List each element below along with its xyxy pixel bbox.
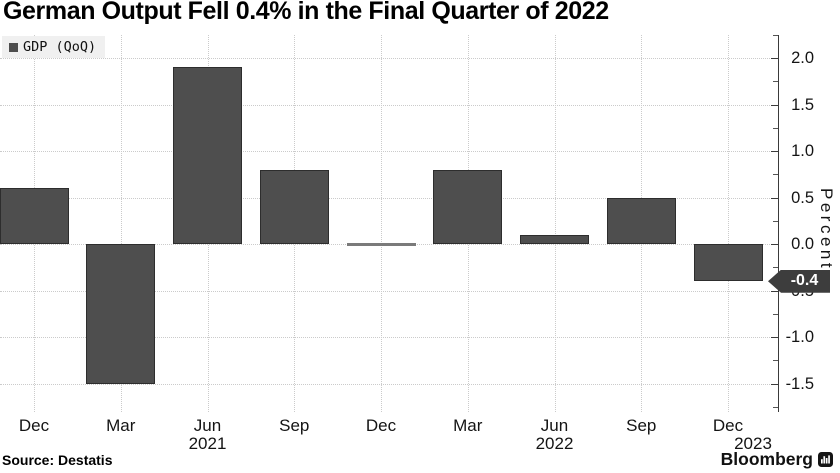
x-axis-label: Jun [540,416,569,435]
dark-square-icon [9,42,18,52]
bar-jun-2 [173,67,242,244]
x-axis-label: Mar [453,416,483,435]
x-axis-year-label: 2021 [188,434,227,453]
y-axis-minor-tick [773,174,778,176]
y-axis-tick [771,244,778,245]
bar-chart-canvas: 2.01.51.00.50.0-0.5-1.0-1.5 [0,35,840,412]
x-axis-label: Sep [626,416,657,435]
bar-jun-6 [520,234,589,244]
horizontal-gridline [0,104,778,106]
y-axis-minor-tick [773,313,778,315]
x-axis-label: Dec [18,416,50,435]
vertical-gridline [381,35,382,412]
horizontal-gridline [0,290,778,292]
bar-dec-0 [0,188,69,244]
y-axis-tick-label: 2.0 [791,49,814,67]
bar-sep-3 [259,169,329,244]
bar-sep-7 [606,197,676,244]
y-axis-tick-label: 0.5 [791,188,814,207]
y-axis-minor-tick [773,127,778,129]
brand-name: Bloomberg [720,449,813,469]
y-axis-tick-label: -1.5 [785,374,814,393]
y-axis-minor-tick [773,81,778,83]
callout-label: -0.4 [790,272,819,290]
x-axis-year-label: 2022 [535,434,574,453]
brand: Bloomberg [721,449,833,470]
y-axis-tick [771,337,778,338]
horizontal-gridline [0,383,778,385]
legend-label: GDP (QoQ) [23,39,97,55]
chart-title: German Output Fell 0.4% in the Final Qua… [3,0,609,25]
y-axis-tick-label: 1.5 [791,95,814,114]
y-axis-minor-tick [773,406,778,408]
x-axis-label: Dec [712,416,744,435]
horizontal-gridline [0,58,778,59]
y-axis-tick [771,151,778,152]
y-axis-tick [771,383,778,385]
vertical-gridline [120,35,122,412]
horizontal-gridline [0,197,778,199]
y-axis-minor-tick [773,267,778,269]
y-axis-line [778,35,779,412]
vertical-gridline [728,35,729,412]
x-axis-label: Dec [365,416,397,435]
y-axis-minor-tick [773,35,778,36]
bar-mar-5 [433,169,503,244]
y-axis-minor-tick [773,220,778,222]
vertical-gridline [554,35,556,412]
horizontal-gridline [0,151,778,152]
y-axis-tick [771,58,778,59]
bloomberg-terminal-icon [818,452,833,467]
x-axis-label: Sep [279,416,310,435]
y-axis-minor-tick [773,360,778,362]
x-axis-label: Mar [106,416,136,435]
y-axis-tick [771,290,778,292]
value-callout: -0.4 [768,269,830,293]
horizontal-gridline [0,337,778,338]
y-axis-tick-label: 0.0 [791,235,814,253]
y-axis-tick-label: 1.0 [791,142,814,160]
source-credit: Source: Destatis [2,452,113,468]
bar-mar-1 [86,244,156,384]
y-axis-tick [771,197,778,199]
y-axis-tick [771,104,778,106]
bar-dec-4 [346,242,416,246]
x-axis-label: Jun [193,416,222,435]
bar-dec-8 [693,244,763,282]
y-axis-title: Percent [817,188,836,272]
y-axis-tick-label: -1.0 [785,328,814,346]
legend: GDP (QoQ) [2,36,106,58]
